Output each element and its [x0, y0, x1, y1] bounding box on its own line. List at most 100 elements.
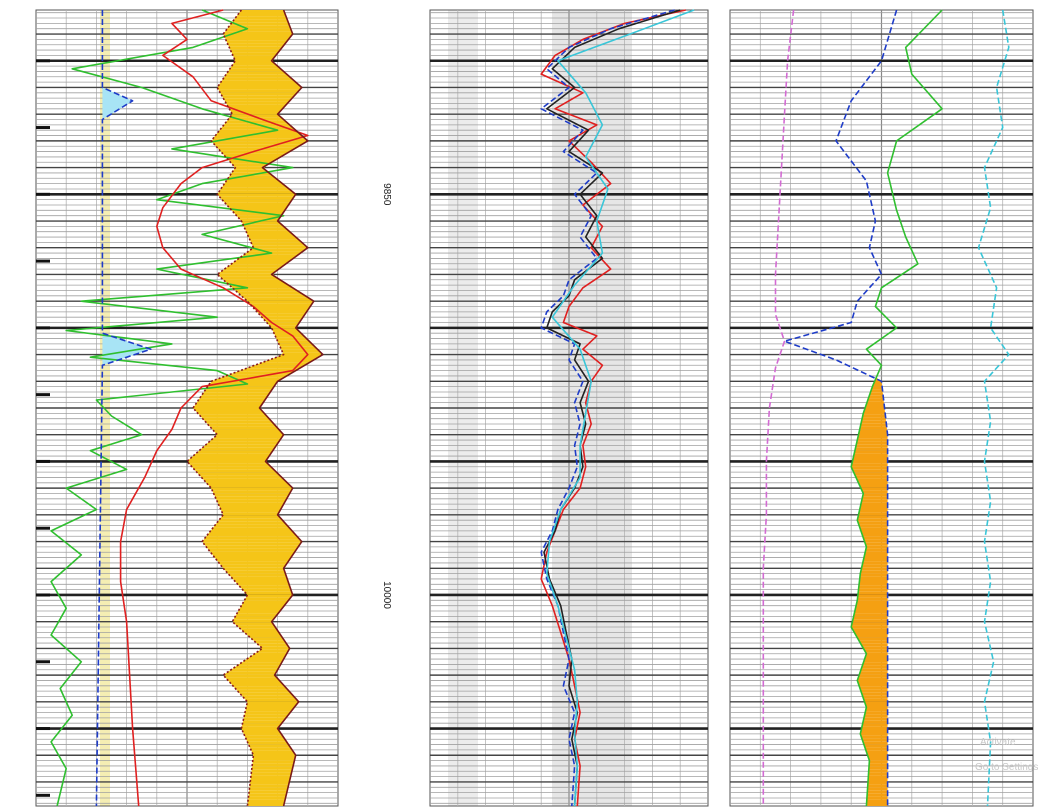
resistivity-crossover-fill	[215, 521, 287, 525]
depth-label-10000: 10000	[381, 581, 392, 609]
resistivity-crossover-fill	[228, 46, 283, 50]
resistivity-crossover-fill	[205, 441, 279, 445]
neutron-density-crossover-fill	[859, 576, 888, 580]
resistivity-crossover-fill	[233, 686, 288, 690]
neutron-density-crossover-fill	[851, 625, 888, 629]
resistivity-crossover-fill	[220, 509, 281, 513]
resistivity-crossover-fill	[260, 646, 289, 650]
resistivity-crossover-fill	[271, 355, 321, 360]
resistivity-crossover-fill	[215, 496, 288, 500]
resistivity-crossover-fill	[228, 680, 283, 684]
neutron-density-crossover-fill	[860, 423, 887, 427]
neutron-density-crossover-fill	[860, 732, 888, 736]
resistivity-crossover-fill	[233, 665, 281, 669]
resistivity-crossover-fill	[244, 698, 299, 702]
resistivity-crossover-fill	[250, 775, 291, 779]
resistivity-crossover-fill	[217, 190, 295, 194]
resistivity-crossover-fill	[255, 649, 289, 653]
neutron-density-crossover-fill	[861, 420, 887, 424]
neutron-density-crossover-fill	[863, 744, 888, 748]
neutron-density-crossover-fill	[858, 640, 888, 644]
neutron-density-crossover-fill	[862, 414, 886, 418]
neutron-density-crossover-fill	[857, 637, 888, 641]
resistivity-crossover-fill	[251, 245, 307, 249]
resistivity-crossover-fill	[223, 181, 284, 185]
resistivity-crossover-fill	[223, 34, 293, 38]
neutron-density-crossover-fill	[860, 570, 888, 574]
neutron-density-crossover-fill	[863, 717, 888, 721]
resistivity-crossover-fill	[228, 68, 284, 72]
resistivity-crossover-fill	[279, 352, 322, 356]
resistivity-crossover-fill	[221, 184, 288, 188]
cyan-dashed-curve-curve-line	[977, 9, 1010, 807]
resistivity-crossover-fill	[216, 499, 287, 503]
resistivity-crossover-fill	[217, 502, 285, 506]
resistivity-crossover-fill	[211, 138, 307, 142]
resistivity-crossover-fill	[220, 126, 295, 130]
neutron-density-crossover-fill	[861, 738, 888, 742]
neutron-density-crossover-fill	[872, 383, 883, 387]
resistivity-crossover-fill	[247, 741, 289, 745]
neutron-density-crossover-fill	[858, 512, 888, 516]
neutron-density-crossover-fill	[862, 720, 888, 724]
neutron-density-crossover-fill	[858, 674, 888, 678]
resistivity-crossover-fill	[246, 634, 283, 638]
micro-resistivity-curve-line	[258, 9, 324, 807]
resistivity-crossover-fill	[221, 374, 290, 378]
resistivity-crossover-fill	[230, 111, 281, 115]
resistivity-crossover-fill	[246, 365, 305, 369]
resistivity-crossover-fill	[241, 588, 292, 592]
resistivity-crossover-fill	[223, 31, 293, 35]
resistivity-crossover-fill	[205, 481, 290, 485]
resistivity-crossover-fill	[198, 447, 275, 451]
resistivity-crossover-fill	[249, 239, 303, 243]
resistivity-crossover-fill	[210, 551, 295, 555]
resistivity-crossover-fill	[275, 337, 309, 341]
resistivity-crossover-fill	[203, 536, 301, 540]
resistivity-crossover-fill	[217, 86, 301, 90]
neutron-density-crossover-fill	[858, 585, 888, 589]
neutron-density-crossover-fill	[861, 496, 888, 500]
neutron-density-crossover-fill	[861, 665, 888, 669]
neutron-density-crossover-fill	[853, 453, 888, 457]
resistivity-crossover-fill	[209, 426, 279, 430]
resistivity-crossover-fill	[245, 594, 293, 598]
resistivity-crossover-fill	[213, 493, 290, 497]
resistivity-crossover-fill	[230, 65, 280, 69]
neutron-density-crossover-fill	[859, 426, 887, 430]
neutron-density-crossover-fill	[855, 603, 888, 607]
resistivity-crossover-fill	[224, 74, 291, 78]
neutron-density-crossover-fill	[859, 573, 888, 577]
resistivity-crossover-fill	[219, 564, 287, 568]
resistivity-crossover-fill	[220, 92, 298, 96]
neutron-density-crossover-fill	[862, 490, 888, 494]
resistivity-crossover-fill	[219, 187, 292, 191]
resistivity-crossover-fill	[251, 772, 292, 776]
neutron-density-crossover-fill	[860, 530, 888, 534]
resistivity-crossover-fill	[221, 77, 294, 81]
resistivity-crossover-fill	[225, 101, 289, 105]
neutron-density-crossover-fill	[866, 750, 888, 754]
resistivity-crossover-fill	[222, 267, 282, 271]
resistivity-crossover-fill	[212, 429, 282, 433]
neutron-density-crossover-fill	[861, 417, 886, 421]
neutron-density-crossover-fill	[867, 787, 888, 791]
resistivity-crossover-fill	[252, 760, 295, 764]
resistivity-crossover-fill	[227, 264, 286, 268]
neutron-density-crossover-fill	[864, 649, 888, 653]
neutron-density-crossover-fill	[856, 600, 888, 604]
neutron-density-crossover-fill	[855, 634, 888, 638]
neutron-density-crossover-fill	[867, 778, 888, 782]
resistivity-crossover-fill	[251, 750, 295, 754]
neutron-density-crossover-fill	[854, 447, 888, 451]
resistivity-crossover-fill	[202, 478, 286, 482]
resistivity-crossover-fill	[217, 561, 289, 565]
resistivity-crossover-fill	[221, 512, 280, 516]
resistivity-crossover-fill	[210, 527, 292, 531]
neutron-density-crossover-fill	[861, 726, 888, 730]
depth-track: 9850 10000	[381, 183, 392, 609]
resistivity-crossover-fill	[205, 545, 299, 549]
neutron-density-crossover-fill	[859, 509, 888, 513]
neutron-density-crossover-fill	[862, 536, 888, 540]
neutron-density-crossover-fill	[851, 466, 888, 470]
